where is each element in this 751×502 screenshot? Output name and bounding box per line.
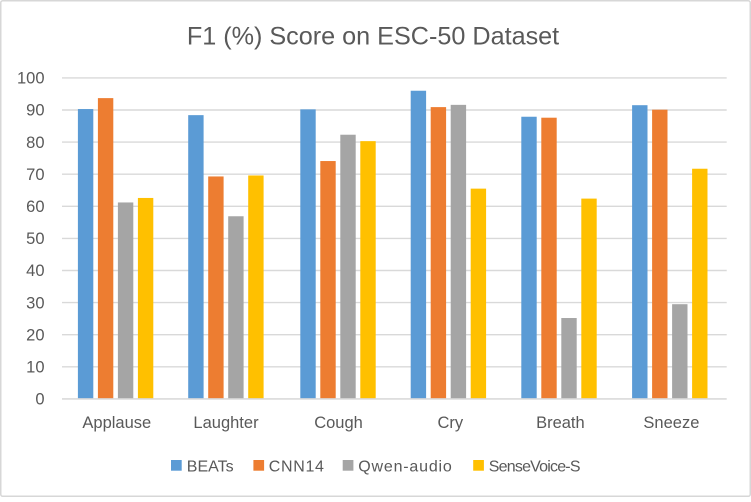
- svg-text:30: 30: [26, 294, 44, 312]
- svg-text:100: 100: [17, 70, 45, 88]
- svg-text:10: 10: [26, 359, 44, 377]
- svg-text:40: 40: [26, 262, 44, 280]
- svg-text:Laughter: Laughter: [193, 414, 259, 432]
- svg-text:F1 (%) Score on ESC-50 Dataset: F1 (%) Score on ESC-50 Dataset: [187, 23, 559, 51]
- svg-text:Applause: Applause: [82, 414, 151, 432]
- svg-text:70: 70: [26, 166, 44, 184]
- svg-text:Cry: Cry: [437, 414, 463, 432]
- svg-text:SenseVoice-S: SenseVoice-S: [489, 458, 580, 475]
- svg-text:90: 90: [26, 102, 44, 120]
- svg-text:80: 80: [26, 134, 44, 152]
- svg-text:CNN14: CNN14: [269, 458, 325, 475]
- svg-text:Qwen-audio: Qwen-audio: [358, 458, 452, 475]
- svg-text:Cough: Cough: [314, 414, 363, 432]
- svg-text:BEATs: BEATs: [187, 458, 234, 475]
- svg-text:50: 50: [26, 230, 44, 248]
- svg-text:60: 60: [26, 198, 44, 216]
- svg-text:20: 20: [26, 326, 44, 344]
- svg-text:Breath: Breath: [536, 414, 585, 432]
- svg-text:0: 0: [35, 391, 44, 409]
- svg-text:Sneeze: Sneeze: [643, 414, 699, 432]
